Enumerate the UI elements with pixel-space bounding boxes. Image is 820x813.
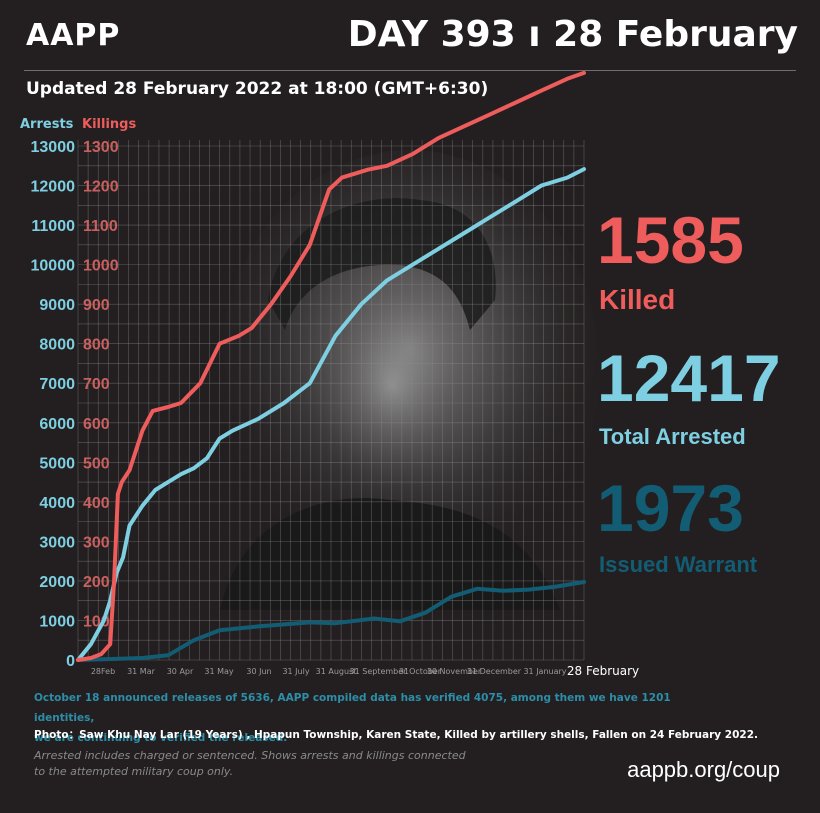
day-counter: DAY 393 ı 28 February	[347, 14, 798, 55]
arrests-tick-label: 10000	[31, 258, 76, 275]
x-tick-label: 31 December	[467, 667, 522, 676]
arrests-tick-label: 9000	[39, 297, 75, 314]
killings-tick-label: 600	[83, 416, 110, 433]
killings-tick-label: 800	[83, 337, 110, 354]
arrests-tick-labels: 0 1000 2000 3000 4000 5000 6000 7000 8000 9000 100…	[31, 139, 76, 670]
killed-count: 1585	[597, 203, 744, 277]
killings-tick-label: 200	[83, 574, 110, 591]
warrant-count: 1973	[597, 471, 744, 545]
killings-tick-label: 900	[83, 297, 110, 314]
portrait-photo	[220, 150, 600, 610]
x-tick-label: 30 Jun	[246, 667, 271, 676]
x-tick-label: 30 November	[427, 667, 482, 676]
killings-tick-label: 400	[83, 495, 110, 512]
arrested-count: 12417	[597, 341, 781, 415]
line-chart: 0 1000 2000 3000 4000 5000 6000 7000 8000 9000 100…	[31, 70, 639, 678]
series-lines	[76, 70, 586, 662]
x-tick-label: 31 May	[204, 667, 234, 676]
x-tick-label: 31 September	[350, 667, 408, 676]
killings-axis-title: Killings	[82, 117, 137, 132]
arrests-tick-label: 0	[66, 653, 75, 670]
killings-tick-label: 1300	[83, 139, 119, 156]
arrests-tick-label: 4000	[39, 495, 75, 512]
arrests-axis-title: Arrests	[20, 117, 74, 132]
x-tick-label: 31October	[399, 667, 442, 676]
x-tick-label: 31 January	[523, 667, 566, 676]
footnote-line-1: Arrested includes charged or sentenced. …	[34, 749, 466, 762]
killings-tick-label: 1100	[83, 218, 118, 235]
brand-logo-text: AAPP	[26, 18, 121, 53]
release-note: October 18 announced releases of 5636, A…	[34, 688, 734, 748]
killed-label: Killed	[599, 284, 676, 315]
x-tick-label: 30 Apr	[167, 667, 194, 676]
arrests-tick-label: 11000	[31, 218, 75, 235]
x-tick-label: 31 August	[316, 667, 357, 676]
arrests-tick-label: 2000	[39, 574, 75, 591]
arrested-label: Total Arrested	[599, 424, 746, 449]
killings-tick-label: 300	[83, 534, 110, 551]
x-tick-label: 28 February	[567, 664, 639, 678]
killings-tick-labels: 1002003004005006007008009001000110012001…	[83, 139, 119, 630]
release-note-line-2: we are continuing to verified the releas…	[34, 732, 288, 744]
updated-timestamp: Updated 28 February 2022 at 18:00 (GMT+6…	[26, 79, 489, 99]
killings-tick-label: 1000	[83, 258, 119, 275]
series-line-arrests	[76, 167, 586, 662]
website-link[interactable]: aappb.org/coup	[627, 757, 780, 782]
killings-tick-label: 700	[83, 376, 110, 393]
arrests-tick-label: 5000	[39, 455, 75, 472]
x-tick-label: 31 July	[282, 667, 309, 676]
arrests-tick-label: 1000	[39, 613, 75, 630]
header-divider	[24, 70, 796, 71]
x-tick-label: 31 Mar	[127, 667, 156, 676]
photo-caption: Photo：Saw Khu Nay Lar (19 Years) , Hpapu…	[34, 729, 758, 741]
warrant-label: Issued Warrant	[599, 552, 758, 577]
arrests-tick-label: 13000	[31, 139, 76, 156]
x-tick-label: 28Feb	[91, 667, 115, 676]
killings-tick-label: 1200	[83, 179, 119, 196]
arrests-tick-label: 6000	[39, 416, 75, 433]
series-line-issued-warrant	[76, 580, 586, 662]
arrests-tick-label: 12000	[31, 179, 76, 196]
arrests-tick-label: 3000	[39, 534, 75, 551]
killings-tick-label: 500	[83, 455, 110, 472]
arrests-tick-label: 8000	[39, 337, 75, 354]
footnote: Arrested includes charged or sentenced. …	[34, 748, 504, 780]
series-line-killings	[76, 70, 586, 662]
x-tick-labels: 28Feb 31 Mar 30 Apr 31 May 30 Jun 31 July 31 A…	[91, 664, 639, 678]
release-note-line-1: October 18 announced releases of 5636, A…	[34, 692, 671, 724]
arrests-tick-label: 7000	[39, 376, 75, 393]
footnote-line-2: to the attempted military coup only.	[34, 765, 234, 778]
